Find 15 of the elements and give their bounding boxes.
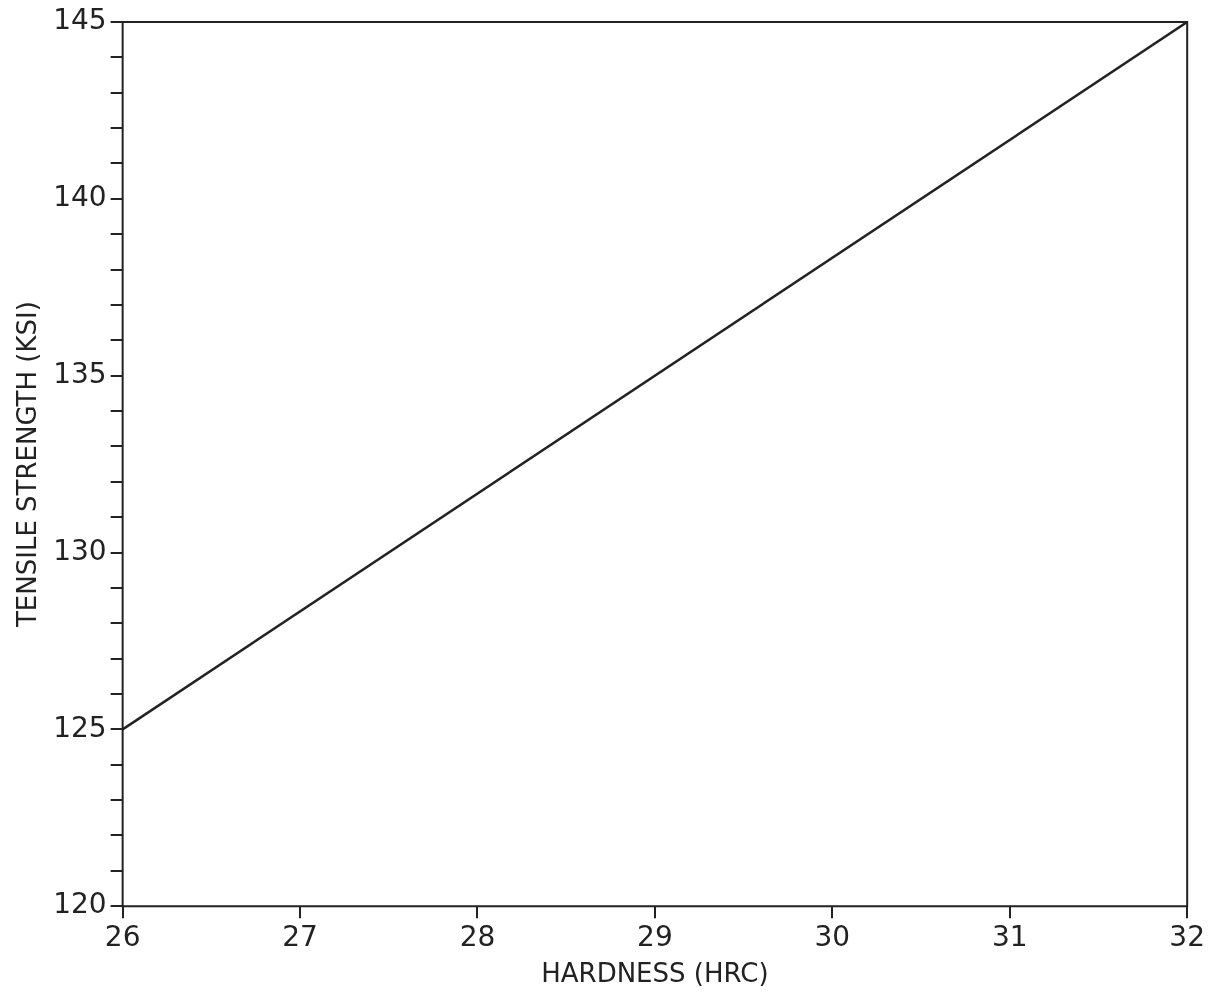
x-tick-label: 28: [459, 920, 496, 954]
x-tick-label: 27: [282, 920, 318, 954]
y-tick-label: 130: [53, 533, 107, 567]
y-tick-label: 125: [53, 710, 107, 744]
x-tick-label: 29: [637, 920, 673, 954]
x-tick-label: 30: [814, 920, 851, 954]
x-tick-label: 26: [104, 920, 141, 954]
y-tick-label: 145: [53, 3, 107, 37]
x-tick-label: 31: [991, 920, 1028, 954]
x-tick-label: 32: [1169, 920, 1206, 954]
y-tick-label: 140: [53, 180, 107, 214]
y-tick-label: 135: [53, 356, 107, 390]
y-tick-label: 120: [53, 887, 107, 921]
x-axis-title: HARDNESS (HRC): [541, 958, 769, 989]
y-axis-title: TENSILE STRENGTH (KSI): [12, 301, 43, 629]
